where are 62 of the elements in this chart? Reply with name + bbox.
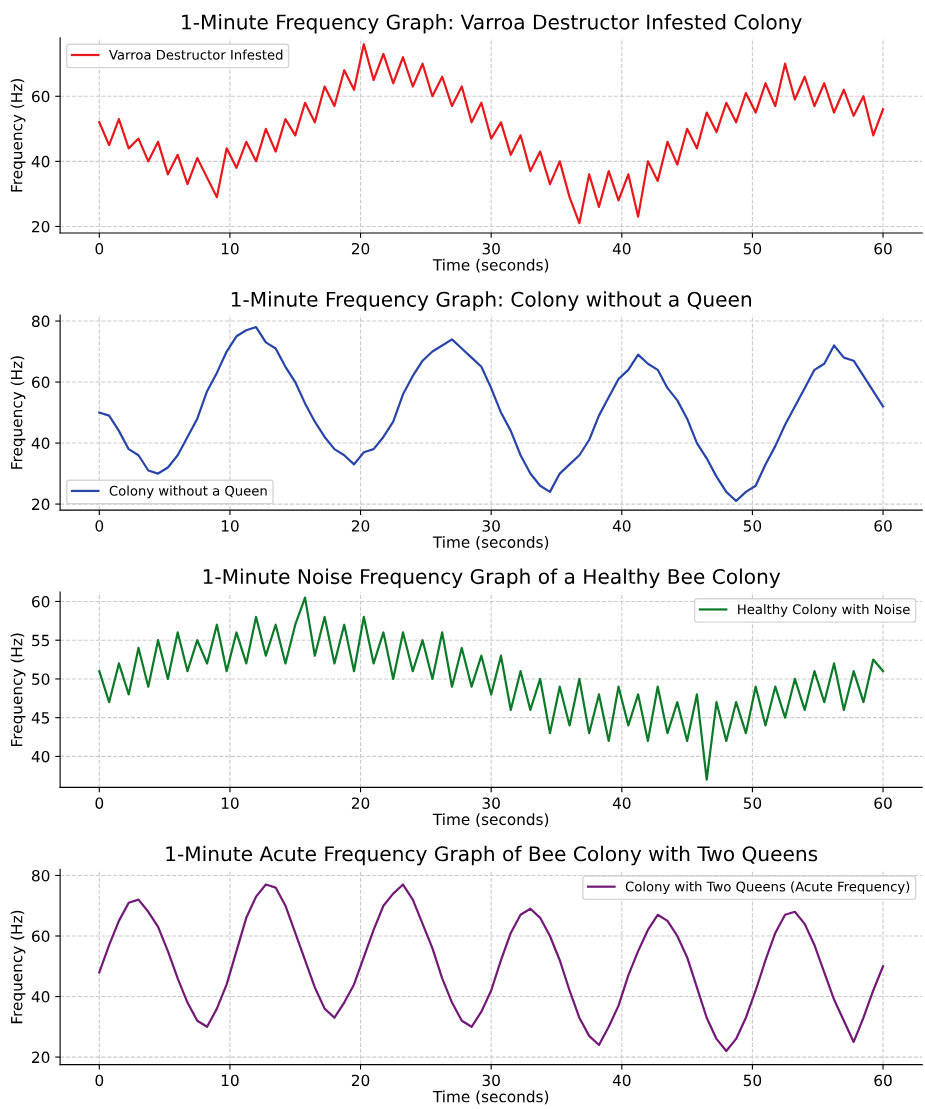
x-tick-label: 20 [351,242,370,255]
y-tick-label: 40 [31,750,50,763]
y-axis-title: Frequency (Hz) [10,910,26,1024]
y-tick-label: 40 [31,991,50,1003]
y-tick-label: 55 [32,634,50,647]
line-series [98,326,885,503]
y-tick-label: 60 [32,90,50,103]
x-axis-title: Time (seconds) [432,1090,549,1105]
x-tick-label: 60 [874,1074,892,1087]
legend-label: Colony without a Queen [109,485,267,499]
y-tick-label: 60 [32,376,50,389]
y-axis-title: Frequency (Hz) [10,79,26,192]
chart-title: 1-Minute Noise Frequency Graph of a Healthy Bee Colony [203,568,781,589]
x-tick-label: 50 [743,1074,762,1087]
y-axis-title: Frequency (Hz) [10,356,26,469]
x-tick-label: 10 [221,797,239,809]
line-series [98,43,885,225]
x-tick-label: 50 [743,520,762,532]
x-tick-label: 50 [743,797,762,809]
legend-label: Colony with Two Queens (Acute Frequency) [625,881,910,895]
y-tick-label: 45 [31,712,50,724]
x-tick-label: 0 [95,242,104,255]
y-tick-label: 20 [32,220,50,233]
y-axis-title: Frequency (Hz) [10,633,26,746]
y-tick-label: 20 [32,1051,50,1064]
x-tick-label: 20 [351,797,370,809]
x-tick-label: 10 [221,242,239,255]
y-tick-label: 60 [32,930,50,943]
legend-label: Healthy Colony with Noise [738,604,910,617]
x-tick-label: 0 [95,520,104,532]
x-axis-title: Time (seconds) [432,813,549,827]
x-tick-label: 10 [221,520,239,532]
x-tick-label: 40 [612,797,631,809]
y-tick-label: 40 [31,155,50,168]
x-tick-label: 50 [743,242,762,255]
x-tick-label: 20 [351,520,370,532]
x-tick-label: 60 [874,520,892,532]
y-tick-label: 80 [32,315,50,328]
y-tick-label: 60 [32,595,50,608]
chart-title: 1-Minute Frequency Graph: Colony without a Queen [231,291,751,311]
x-tick-label: 30 [482,1074,500,1087]
x-tick-label: 40 [612,1074,631,1087]
x-tick-label: 60 [874,797,892,809]
y-tick-label: 40 [31,437,50,450]
x-tick-label: 40 [612,242,631,255]
chart-title: 1-Minute Frequency Graph: Varroa Destructor Infested Colony [182,14,802,34]
x-tick-label: 30 [482,242,500,255]
chart-title: 1-Minute Acute Frequency Graph of Bee Colony with Two Queens [166,845,818,866]
y-tick-label: 50 [32,673,50,685]
x-tick-label: 20 [351,1074,370,1087]
x-tick-label: 30 [482,797,500,809]
x-tick-label: 60 [874,242,892,255]
x-tick-label: 0 [95,797,104,809]
x-axis-title: Time (seconds) [432,536,549,550]
legend-label: Varroa Destructor Infested [109,49,283,60]
x-tick-label: 10 [221,1074,239,1087]
y-tick-label: 80 [32,869,50,882]
x-axis-title: Time (seconds) [432,258,549,273]
x-tick-label: 0 [95,1074,104,1087]
y-tick-label: 20 [32,498,50,511]
x-tick-label: 40 [612,520,631,532]
x-tick-label: 30 [482,520,500,532]
